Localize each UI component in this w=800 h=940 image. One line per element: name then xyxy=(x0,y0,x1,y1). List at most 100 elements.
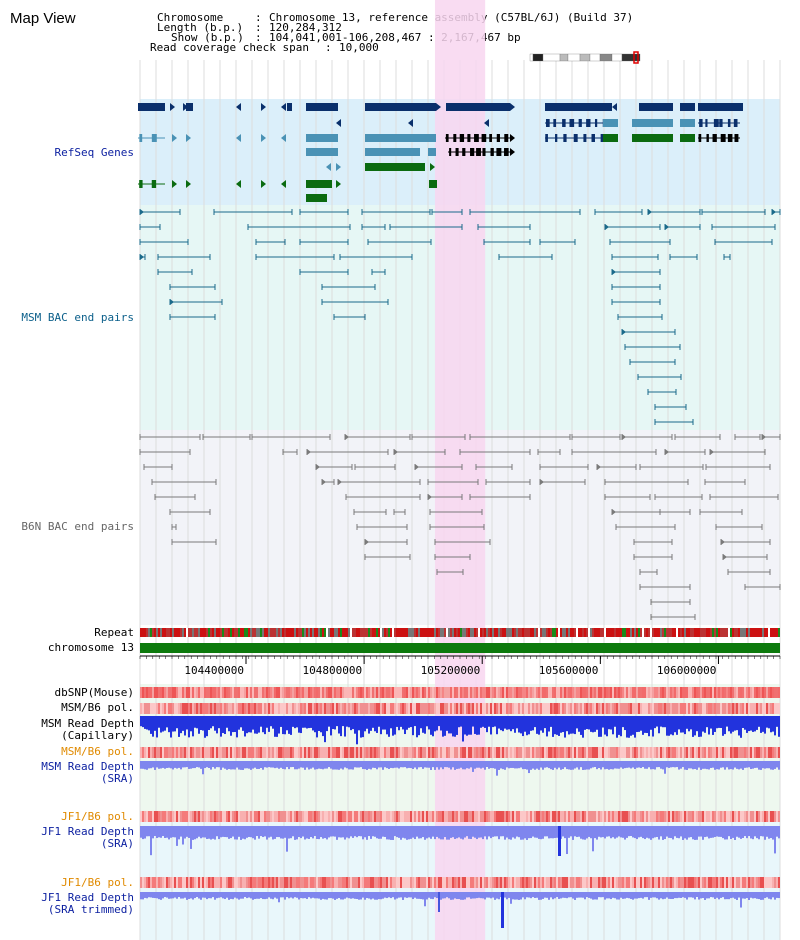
polymorphism-cell xyxy=(436,877,438,888)
read-depth-bar xyxy=(424,892,426,907)
polymorphism-cell xyxy=(728,877,730,888)
repeat-segment xyxy=(314,628,316,637)
repeat-segment xyxy=(140,628,142,637)
track-label-msm-bac[interactable]: MSM BAC end pairs xyxy=(21,311,134,324)
polymorphism-cell xyxy=(678,811,680,822)
polymorphism-cell xyxy=(350,687,352,698)
polymorphism-cell xyxy=(550,877,552,888)
gene-exon xyxy=(504,148,509,156)
repeat-segment xyxy=(490,628,492,637)
polymorphism-cell xyxy=(526,687,528,698)
read-depth-bar xyxy=(704,761,706,769)
polymorphism-cell xyxy=(180,747,182,758)
read-depth-bar xyxy=(200,716,202,731)
polymorphism-cell xyxy=(414,747,416,758)
length-value: 120,284,312 xyxy=(269,21,342,34)
read-depth-bar xyxy=(702,892,704,899)
polymorphism-cell xyxy=(270,687,272,698)
read-depth-bar xyxy=(170,892,172,899)
polymorphism-cell xyxy=(718,811,720,822)
repeat-segment xyxy=(744,628,746,637)
bac-end-arrow xyxy=(170,299,174,305)
polymorphism-cell xyxy=(262,687,264,698)
polymorphism-cell xyxy=(538,747,540,758)
polymorphism-cell xyxy=(192,687,194,698)
read-depth-bar xyxy=(498,892,500,900)
read-depth-bar xyxy=(704,892,706,900)
polymorphism-cell xyxy=(416,811,418,822)
polymorphism-cell xyxy=(420,703,422,714)
read-depth-bar xyxy=(390,716,392,729)
read-depth-bar xyxy=(450,716,452,734)
polymorphism-cell xyxy=(178,811,180,822)
repeat-segment xyxy=(574,628,576,637)
polymorphism-cell xyxy=(460,703,462,714)
read-depth-bar xyxy=(364,716,366,732)
polymorphism-cell xyxy=(754,747,756,758)
chromosome-bar xyxy=(140,643,780,653)
read-depth-bar xyxy=(394,716,396,735)
gene-arrow xyxy=(430,163,435,171)
track-label-refseq-genes[interactable]: RefSeq Genes xyxy=(54,146,134,159)
read-depth-bar xyxy=(468,892,470,898)
read-depth-bar xyxy=(524,716,526,732)
gene-arrow xyxy=(236,180,241,188)
polymorphism-cell xyxy=(274,811,276,822)
polymorphism-cell xyxy=(450,747,452,758)
read-depth-bar xyxy=(770,826,772,839)
read-depth-bar xyxy=(338,892,340,899)
read-depth-bar xyxy=(442,761,444,770)
read-depth-bar xyxy=(572,826,574,840)
polymorphism-cell xyxy=(572,703,574,714)
polymorphism-cell xyxy=(152,811,154,822)
polymorphism-cell xyxy=(650,687,652,698)
read-depth-bar xyxy=(372,716,374,728)
polymorphism-cell xyxy=(204,811,206,822)
polymorphism-cell xyxy=(438,747,440,758)
read-depth-bar xyxy=(142,892,144,900)
read-depth-bar xyxy=(192,716,194,737)
repeat-segment xyxy=(506,628,508,637)
polymorphism-cell xyxy=(622,747,624,758)
read-depth-bar xyxy=(398,716,400,731)
polymorphism-cell xyxy=(170,811,172,822)
read-depth-bar xyxy=(580,892,582,898)
read-depth-bar xyxy=(426,892,428,900)
read-depth-bar xyxy=(184,716,186,736)
read-depth-bar xyxy=(588,826,590,837)
read-depth-bar xyxy=(638,892,640,899)
read-depth-bar xyxy=(378,826,380,839)
polymorphism-cell xyxy=(340,703,342,714)
polymorphism-cell xyxy=(730,703,732,714)
repeat-segment xyxy=(434,628,436,637)
polymorphism-cell xyxy=(356,747,358,758)
polymorphism-cell xyxy=(672,877,674,888)
polymorphism-cell xyxy=(412,747,414,758)
read-depth-bar xyxy=(714,892,716,899)
polymorphism-cell xyxy=(432,811,434,822)
polymorphism-cell xyxy=(300,703,302,714)
bac-end-arrow xyxy=(665,224,669,230)
polymorphism-cell xyxy=(186,703,188,714)
repeat-segment xyxy=(204,628,206,637)
gene-exon xyxy=(706,134,709,142)
bac-end-arrow xyxy=(612,509,616,515)
polymorphism-cell xyxy=(616,747,618,758)
read-depth-bar xyxy=(286,892,288,898)
read-depth-bar xyxy=(164,716,166,731)
polymorphism-cell xyxy=(444,703,446,714)
read-depth-bar xyxy=(190,716,192,732)
read-depth-bar xyxy=(256,892,258,899)
polymorphism-cell xyxy=(564,703,566,714)
track-label-b6n-bac[interactable]: B6N BAC end pairs xyxy=(21,520,134,533)
read-depth-bar xyxy=(248,716,250,733)
repeat-segment xyxy=(408,628,410,637)
polymorphism-cell xyxy=(566,877,568,888)
repeat-segment xyxy=(618,628,620,637)
polymorphism-cell xyxy=(188,703,190,714)
polymorphism-cell xyxy=(278,703,280,714)
repeat-segment xyxy=(426,628,428,637)
read-depth-bar xyxy=(412,716,414,736)
read-depth-bar xyxy=(698,892,700,900)
